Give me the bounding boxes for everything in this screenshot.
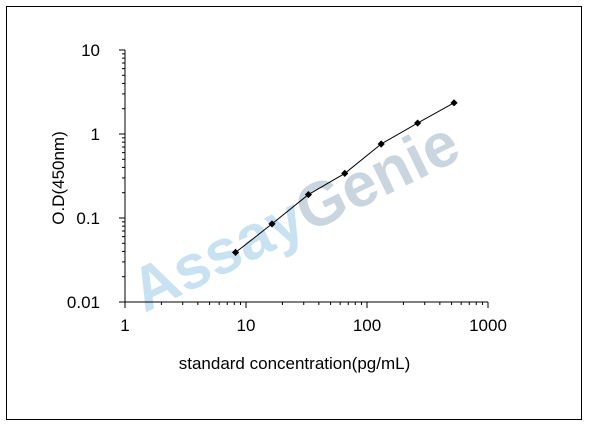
data-point	[414, 119, 422, 127]
chart-frame	[6, 6, 582, 420]
data-point	[341, 169, 349, 177]
watermark-text-genie: Genie	[285, 108, 470, 246]
x-tick-label: 1000	[469, 316, 507, 335]
y-tick-label: 1	[91, 125, 100, 144]
data-point	[304, 190, 313, 199]
y-tick-label: 0.1	[76, 209, 100, 228]
watermark: Assay Genie	[120, 108, 469, 326]
series-group	[231, 99, 458, 256]
data-point	[268, 220, 276, 228]
x-tick-label: 1	[120, 316, 129, 335]
y-axis-title: O.D(450nm)	[49, 131, 68, 225]
x-axis-ticks: 1 10 100 1000	[120, 302, 507, 335]
data-point	[377, 140, 385, 148]
x-tick-label: 100	[353, 316, 381, 335]
y-tick-label: 10	[81, 41, 100, 60]
x-axis-title: standard concentration(pg/mL)	[179, 354, 411, 373]
data-point	[450, 99, 458, 107]
axes	[124, 50, 488, 303]
x-tick-label: 10	[237, 316, 256, 335]
watermark-text-assay: Assay	[120, 183, 315, 325]
y-axis-ticks: 0.01 0.1 1 10	[67, 41, 125, 312]
data-point	[231, 248, 240, 256]
y-tick-label: 0.01	[67, 293, 100, 312]
